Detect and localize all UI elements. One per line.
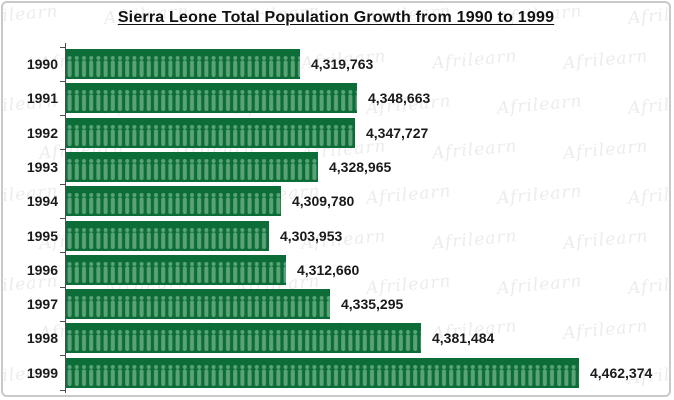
axis-tick [60,286,66,288]
population-bar [66,151,318,182]
population-bar [66,49,300,79]
population-bar [66,323,421,354]
bar-row: 1997 4,335,295 [3,289,669,320]
value-label: 4,312,660 [297,261,360,278]
bar-row: 1994 4,309,780 [3,186,669,217]
axis-tick [60,115,66,117]
year-label: 1991 [26,90,58,107]
population-bar [66,220,269,251]
year-label: 1992 [26,124,58,141]
axis-tick [60,320,66,322]
chart-title: Sierra Leone Total Population Growth fro… [117,9,555,26]
bar-row: 1996 4,312,660 [3,254,669,285]
bar-row: 1991 4,348,663 [3,83,669,114]
axis-tick [60,149,66,151]
year-label: 1995 [26,227,58,244]
year-label: 1998 [26,330,58,347]
population-bar [66,357,579,388]
bar-row: 1992 4,347,727 [3,117,669,148]
axis-tick [60,389,66,391]
value-label: 4,381,484 [432,330,495,347]
plot-area: 1990 4,319,763 1991 4,348,663 1992 4,347,727 1… [3,3,669,395]
value-label: 4,347,727 [366,124,429,141]
population-bar [66,83,357,114]
bar-row: 1993 4,328,965 [3,151,669,182]
population-bar [66,254,286,285]
axis-tick [60,355,66,357]
value-label: 4,335,295 [341,296,404,313]
bar-row: 1995 4,303,953 [3,220,669,251]
value-label: 4,309,780 [292,193,355,210]
value-label: 4,462,374 [590,364,653,381]
axis-tick [60,252,66,254]
population-bar [66,117,355,148]
population-bar [66,186,281,217]
population-bar [66,289,330,320]
axis-tick [60,80,66,82]
value-label: 4,328,965 [329,158,392,175]
value-label: 4,303,953 [280,227,343,244]
year-label: 1997 [26,296,58,313]
bar-row: 1998 4,381,484 [3,323,669,354]
value-label: 4,319,763 [311,56,374,72]
bar-row: 1990 4,319,763 [3,49,669,79]
bar-row: 1999 4,462,374 [3,357,669,388]
year-label: 1990 [26,56,58,72]
value-label: 4,348,663 [368,90,431,107]
year-label: 1996 [26,261,58,278]
axis-tick [60,183,66,185]
year-label: 1993 [26,158,58,175]
year-label: 1999 [26,364,58,381]
axis-tick [60,46,66,48]
axis-tick [60,218,66,219]
year-label: 1994 [26,193,58,210]
